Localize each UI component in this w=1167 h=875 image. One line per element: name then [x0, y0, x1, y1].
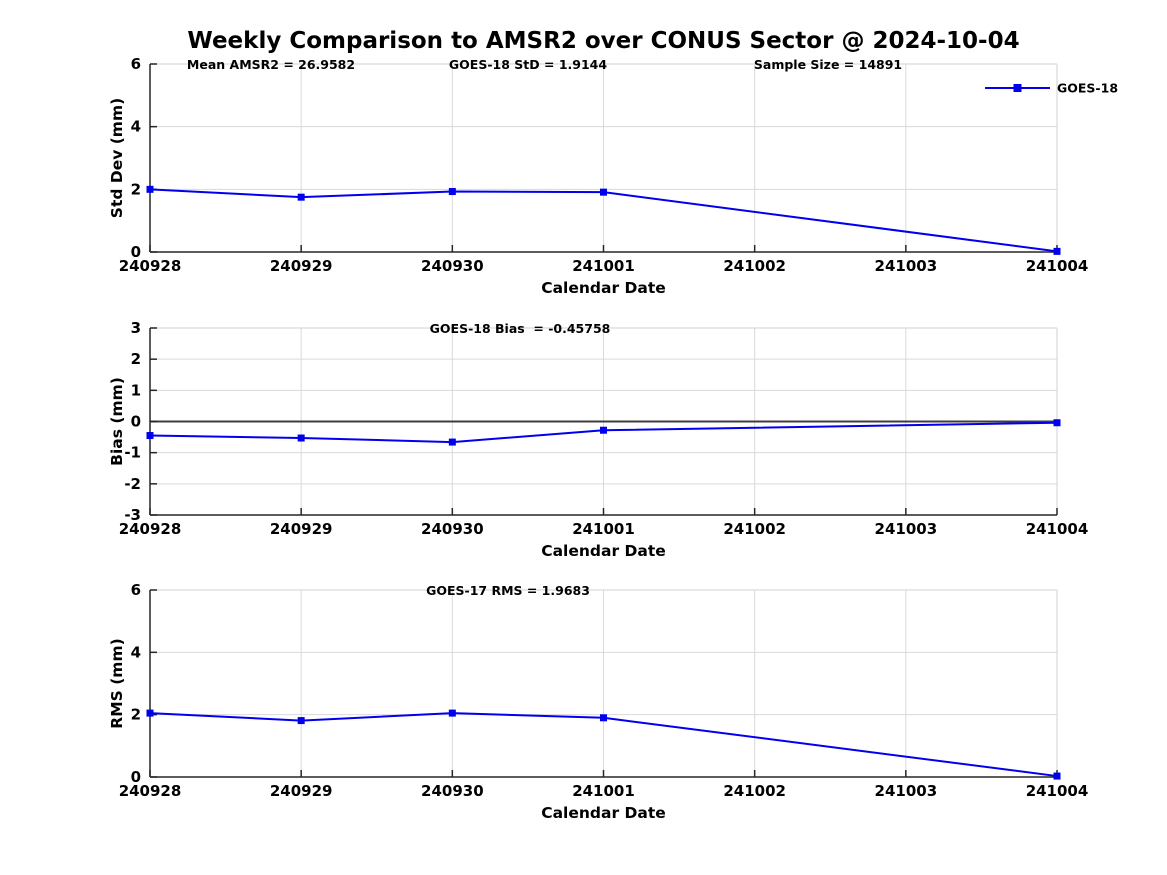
figure-title: Weekly Comparison to AMSR2 over CONUS Se… [187, 28, 1020, 54]
x-tick-label: 240929 [270, 520, 333, 538]
y-tick-label: 1 [131, 381, 141, 399]
y-tick-label: 3 [131, 319, 141, 337]
y-tick-label: -1 [124, 444, 141, 462]
annotation: Mean AMSR2 = 26.9582 [187, 57, 355, 72]
data-point-marker [600, 714, 607, 722]
x-tick-label: 241004 [1026, 782, 1089, 800]
y-tick-label: 6 [131, 55, 141, 73]
y-tick-label: 4 [131, 643, 141, 661]
y-axis-label: RMS (mm) [108, 638, 126, 728]
data-point-marker [297, 434, 305, 442]
x-tick-label: 241001 [572, 520, 635, 538]
data-point-marker [448, 709, 456, 717]
y-tick-label: 0 [131, 768, 141, 786]
y-tick-label: 0 [131, 413, 141, 431]
y-tick-label: 2 [131, 180, 141, 198]
data-point-marker [297, 717, 305, 725]
y-tick-label: 6 [131, 581, 141, 599]
x-tick-label: 241004 [1026, 520, 1089, 538]
y-tick-label: -3 [124, 506, 141, 524]
x-tick-label: 241002 [723, 520, 786, 538]
x-tick-label: 241003 [875, 782, 938, 800]
x-tick-label: 241001 [572, 782, 635, 800]
x-tick-label: 240930 [421, 782, 484, 800]
data-point-marker [146, 185, 154, 193]
data-point-marker [448, 188, 456, 196]
x-tick-label: 241001 [572, 257, 635, 275]
annotation: GOES-17 RMS = 1.9683 [426, 583, 590, 598]
x-tick-label: 240928 [119, 520, 182, 538]
x-tick-label: 241003 [875, 257, 938, 275]
x-tick-label: 241003 [875, 520, 938, 538]
x-tick-label: 240928 [119, 782, 182, 800]
annotation: GOES-18 Bias = -0.45758 [430, 321, 611, 336]
x-tick-label: 240929 [270, 257, 333, 275]
data-point-marker [146, 709, 154, 717]
data-point-marker [146, 432, 154, 440]
x-tick-label: 241002 [723, 257, 786, 275]
data-point-marker [448, 438, 456, 446]
x-tick-label: 240930 [421, 520, 484, 538]
annotation: GOES-18 StD = 1.9144 [449, 57, 607, 72]
data-point-marker [600, 188, 607, 196]
x-axis-label: Calendar Date [541, 804, 666, 822]
y-axis-label: Bias (mm) [108, 377, 126, 466]
x-tick-label: 240928 [119, 257, 182, 275]
data-point-marker [1053, 247, 1061, 255]
x-tick-label: 241004 [1026, 257, 1089, 275]
y-tick-label: 0 [131, 243, 141, 261]
legend-label: GOES-18 [1057, 81, 1118, 96]
annotation: Sample Size = 14891 [754, 57, 902, 72]
data-point-marker [1053, 419, 1061, 427]
y-tick-label: 2 [131, 706, 141, 724]
y-tick-label: 4 [131, 118, 141, 136]
x-tick-label: 241002 [723, 782, 786, 800]
x-axis-label: Calendar Date [541, 542, 666, 560]
y-tick-label: -2 [124, 475, 141, 493]
data-point-marker [297, 193, 305, 201]
x-tick-label: 240930 [421, 257, 484, 275]
x-axis-label: Calendar Date [541, 279, 666, 297]
y-axis-label: Std Dev (mm) [108, 98, 126, 218]
x-tick-label: 240929 [270, 782, 333, 800]
data-point-marker [600, 426, 607, 434]
legend-marker [1013, 84, 1022, 92]
y-tick-label: 2 [131, 350, 141, 368]
data-point-marker [1053, 772, 1061, 780]
